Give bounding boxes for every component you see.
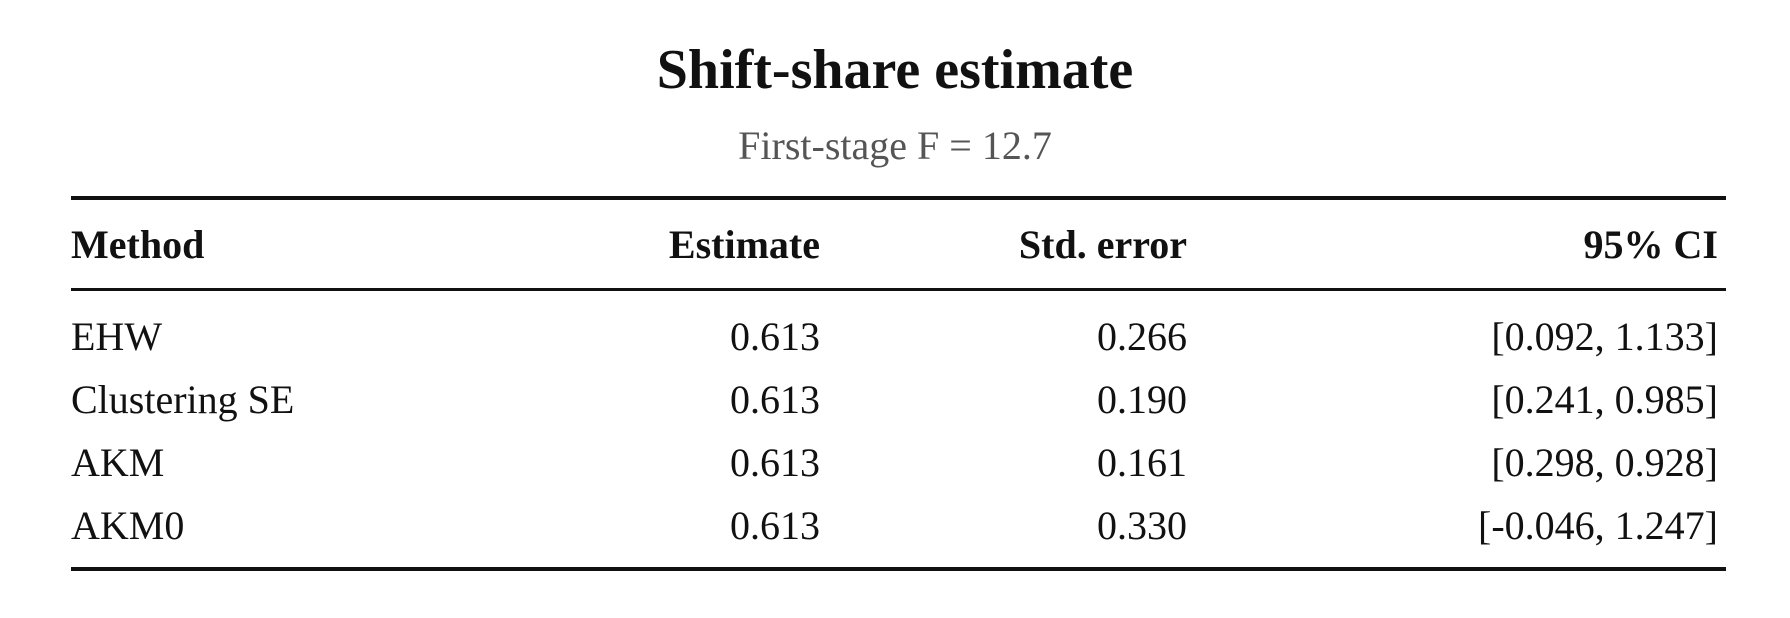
column-header: 95% CI bbox=[1195, 198, 1726, 291]
column-header: Method bbox=[71, 198, 571, 291]
table-cell: [-0.046, 1.247] bbox=[1478, 503, 1718, 548]
table-cell: EHW bbox=[71, 314, 163, 359]
subtitle: First-stage F = 12.7 bbox=[738, 123, 1052, 168]
results-table: Method Estimate Std. error 95% CI EHW 0.613 0… bbox=[71, 196, 1726, 571]
column-header: Std. error bbox=[828, 198, 1195, 291]
table-body: EHW 0.613 0.266 [0.092, 1.133] Clustering SE… bbox=[71, 290, 1726, 570]
table-cell: 0.613 bbox=[730, 314, 820, 359]
table-cell: [0.298, 0.928] bbox=[1491, 440, 1718, 485]
table-row: EHW 0.613 0.266 [0.092, 1.133] bbox=[71, 290, 1726, 369]
title: Shift-share estimate bbox=[656, 39, 1134, 101]
table-cell: [0.241, 0.985] bbox=[1491, 377, 1718, 422]
table-cell: Clustering SE bbox=[71, 377, 295, 422]
table-cell: 0.613 bbox=[730, 377, 820, 422]
table-row: Clustering SE 0.613 0.190 [0.241, 0.985] bbox=[71, 368, 1726, 431]
table-row: AKM0 0.613 0.330 [-0.046, 1.247] bbox=[71, 494, 1726, 569]
table-cell: AKM bbox=[71, 440, 165, 485]
column-header: Estimate bbox=[571, 198, 828, 291]
table-cell: AKM0 bbox=[71, 503, 185, 548]
table-cell: 0.613 bbox=[730, 503, 820, 548]
table-cell: 0.190 bbox=[1097, 377, 1187, 422]
table-cell: 0.266 bbox=[1097, 314, 1187, 359]
table-cell: 0.161 bbox=[1097, 440, 1187, 485]
header-row: Method Estimate Std. error 95% CI bbox=[71, 198, 1726, 291]
table-cell: 0.613 bbox=[730, 440, 820, 485]
table-row: AKM 0.613 0.161 [0.298, 0.928] bbox=[71, 431, 1726, 494]
table-cell: 0.330 bbox=[1097, 503, 1187, 548]
table-cell: [0.092, 1.133] bbox=[1491, 314, 1718, 359]
